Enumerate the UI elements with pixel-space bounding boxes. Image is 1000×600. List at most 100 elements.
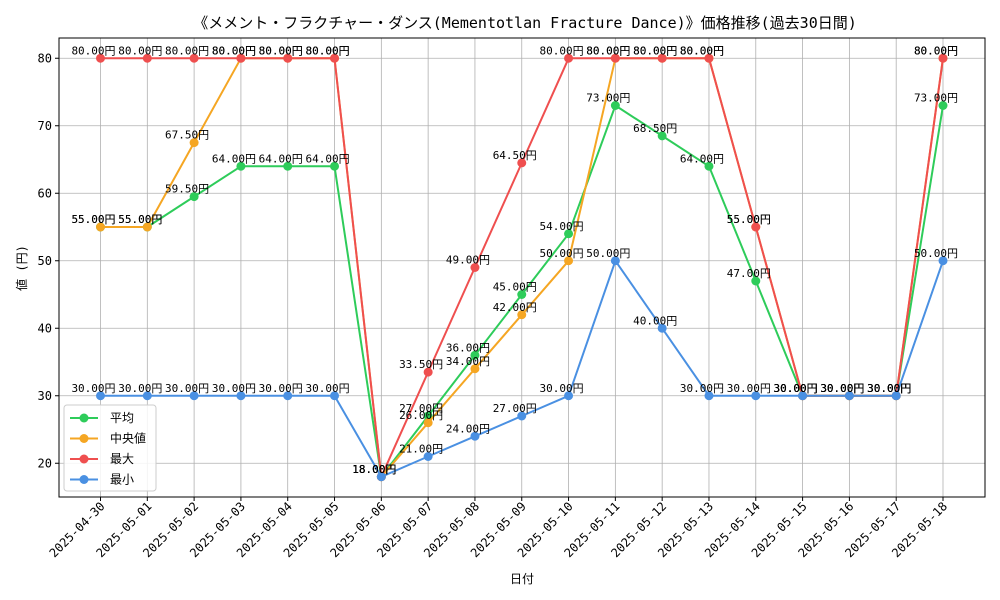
data-label: 30.00円 [727, 382, 771, 395]
data-label: 47.00円 [727, 267, 771, 280]
data-label: 30.00円 [774, 382, 818, 395]
data-label: 40.00円 [633, 314, 677, 327]
y-axis-label: 値 (円) [14, 245, 29, 291]
data-label: 30.00円 [820, 382, 864, 395]
data-label: 30.00円 [820, 382, 864, 395]
legend-swatch-marker [79, 475, 89, 484]
y-tick-label: 50 [38, 254, 52, 268]
data-point [657, 53, 667, 63]
data-label: 80.00円 [259, 44, 303, 57]
data-point [189, 192, 199, 202]
data-point [517, 158, 527, 168]
data-label: 55.00円 [118, 213, 162, 226]
data-label: 18.00円 [352, 463, 396, 476]
data-label: 80.00円 [259, 44, 303, 57]
data-point [704, 161, 714, 171]
data-label: 80.00円 [680, 44, 724, 57]
data-label: 26.00円 [399, 409, 443, 422]
data-point [423, 452, 433, 461]
data-label: 18.00円 [352, 463, 396, 476]
legend-label: 最小 [110, 473, 134, 487]
data-point [423, 418, 433, 428]
data-label: 30.00円 [774, 382, 818, 395]
y-tick-label: 40 [38, 321, 52, 335]
data-point [610, 256, 620, 266]
data-point [751, 391, 761, 401]
data-point [330, 53, 340, 63]
data-point [938, 256, 948, 266]
data-point [517, 290, 527, 299]
data-label: 49.00円 [446, 254, 490, 267]
data-label: 80.00円 [914, 44, 958, 57]
legend-swatch-marker [79, 434, 89, 443]
data-label: 80.00円 [212, 44, 256, 57]
data-point [142, 391, 152, 401]
data-label: 64.00円 [212, 152, 256, 165]
data-label: 27.00円 [399, 402, 443, 415]
data-point [610, 101, 620, 110]
y-tick-label: 80 [38, 51, 52, 65]
data-label: 24.00円 [446, 422, 490, 435]
data-point [423, 367, 433, 377]
data-label: 80.00円 [680, 44, 724, 57]
data-point [657, 131, 667, 141]
data-label: 80.00円 [212, 44, 256, 57]
data-point [610, 53, 620, 63]
data-point [330, 161, 340, 171]
data-label: 80.00円 [71, 44, 115, 57]
data-label: 30.00円 [774, 382, 818, 395]
data-label: 59.50円 [165, 183, 209, 196]
legend-label: 最大 [110, 452, 134, 466]
data-label: 27.00円 [493, 402, 537, 415]
data-point [938, 101, 948, 110]
data-point [470, 431, 480, 441]
data-label: 80.00円 [118, 44, 162, 57]
legend-swatch-marker [79, 454, 89, 464]
data-label: 18.00円 [352, 463, 396, 476]
data-label: 30.00円 [118, 382, 162, 395]
data-label: 30.00円 [259, 382, 303, 395]
data-label: 73.00円 [586, 92, 630, 105]
data-point [283, 161, 293, 171]
data-point [704, 53, 714, 63]
data-point [189, 53, 199, 63]
data-point [236, 391, 246, 401]
legend-label: 平均 [110, 411, 134, 425]
data-label: 18.00円 [352, 463, 396, 476]
data-point [142, 53, 152, 63]
data-label: 68.50円 [633, 122, 677, 135]
data-point [189, 138, 199, 148]
data-label: 55.00円 [71, 213, 115, 226]
data-point [517, 310, 527, 320]
data-point [751, 222, 761, 232]
data-label: 30.00円 [867, 382, 911, 395]
data-point [96, 222, 105, 232]
data-label: 21.00円 [399, 443, 443, 456]
data-label: 50.00円 [914, 247, 958, 260]
data-point [470, 364, 480, 374]
legend-label: 中央値 [110, 431, 146, 446]
data-label: 80.00円 [305, 44, 349, 57]
data-label: 30.00円 [867, 382, 911, 395]
data-label: 64.00円 [259, 152, 303, 165]
data-label: 30.00円 [820, 382, 864, 395]
legend-swatch-marker [79, 413, 89, 423]
data-point [564, 53, 574, 63]
data-label: 42.00円 [493, 301, 537, 314]
data-label: 55.00円 [727, 213, 771, 226]
data-point [330, 391, 340, 401]
data-point [423, 411, 433, 421]
data-label: 30.00円 [71, 382, 115, 395]
data-point [891, 391, 901, 401]
data-label: 80.00円 [633, 44, 677, 57]
data-label: 80.00円 [914, 44, 958, 57]
data-label: 30.00円 [212, 382, 256, 395]
data-label: 30.00円 [820, 382, 864, 395]
data-label: 80.00円 [539, 44, 583, 57]
x-axis-label: 日付 [510, 572, 534, 586]
data-label: 30.00円 [774, 382, 818, 395]
data-label: 30.00円 [539, 382, 583, 395]
data-point [751, 276, 761, 286]
data-label: 80.00円 [165, 44, 209, 57]
